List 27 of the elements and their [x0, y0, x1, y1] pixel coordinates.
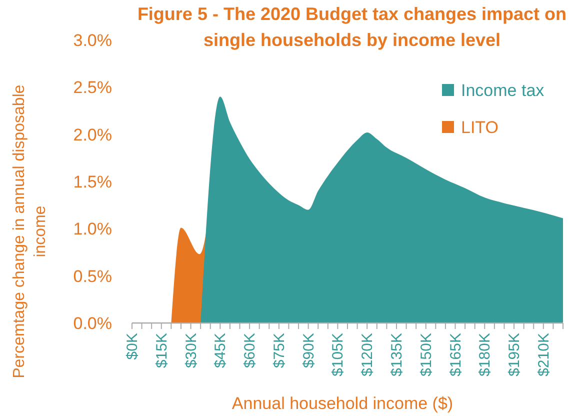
x-tick-label: $150K: [418, 333, 435, 376]
y-tick-label: 1.0%: [73, 220, 112, 239]
x-tick-label: $30K: [182, 333, 200, 368]
x-tick-label: $120K: [359, 333, 376, 376]
x-tick-label: $75K: [270, 333, 288, 368]
x-tick-label: $135K: [388, 333, 406, 376]
x-tick-label: $195K: [506, 333, 524, 376]
x-tick-label: $0K: [124, 333, 141, 360]
x-tick-label: $15K: [153, 333, 170, 368]
x-tick-label: $180K: [476, 333, 494, 376]
x-tick-label: $60K: [242, 333, 259, 368]
chart-title: Figure 5 - The 2020 Budget tax changes impact on single households by income level: [137, 4, 567, 50]
y-axis-title: Percemtage change in annual disposable income: [11, 84, 49, 378]
y-tick-label: 3.0%: [73, 31, 112, 50]
legend-label: Income tax: [461, 81, 545, 100]
x-tick-label: $45K: [212, 333, 230, 368]
x-tick-label: $165K: [447, 333, 464, 376]
x-axis-title: Annual household income ($): [232, 394, 454, 413]
x-tick-label: $105K: [330, 333, 347, 376]
x-tick-label: $90K: [300, 333, 318, 368]
y-tick-label: 0.0%: [73, 314, 112, 333]
y-tick-label: 2.0%: [73, 125, 112, 144]
y-tick-label: 2.5%: [73, 78, 112, 98]
x-tick-label: $210K: [535, 333, 552, 376]
y-tick-label: 1.5%: [73, 172, 112, 192]
legend-label: LITO: [461, 118, 498, 137]
y-tick-label: 0.5%: [73, 266, 112, 286]
